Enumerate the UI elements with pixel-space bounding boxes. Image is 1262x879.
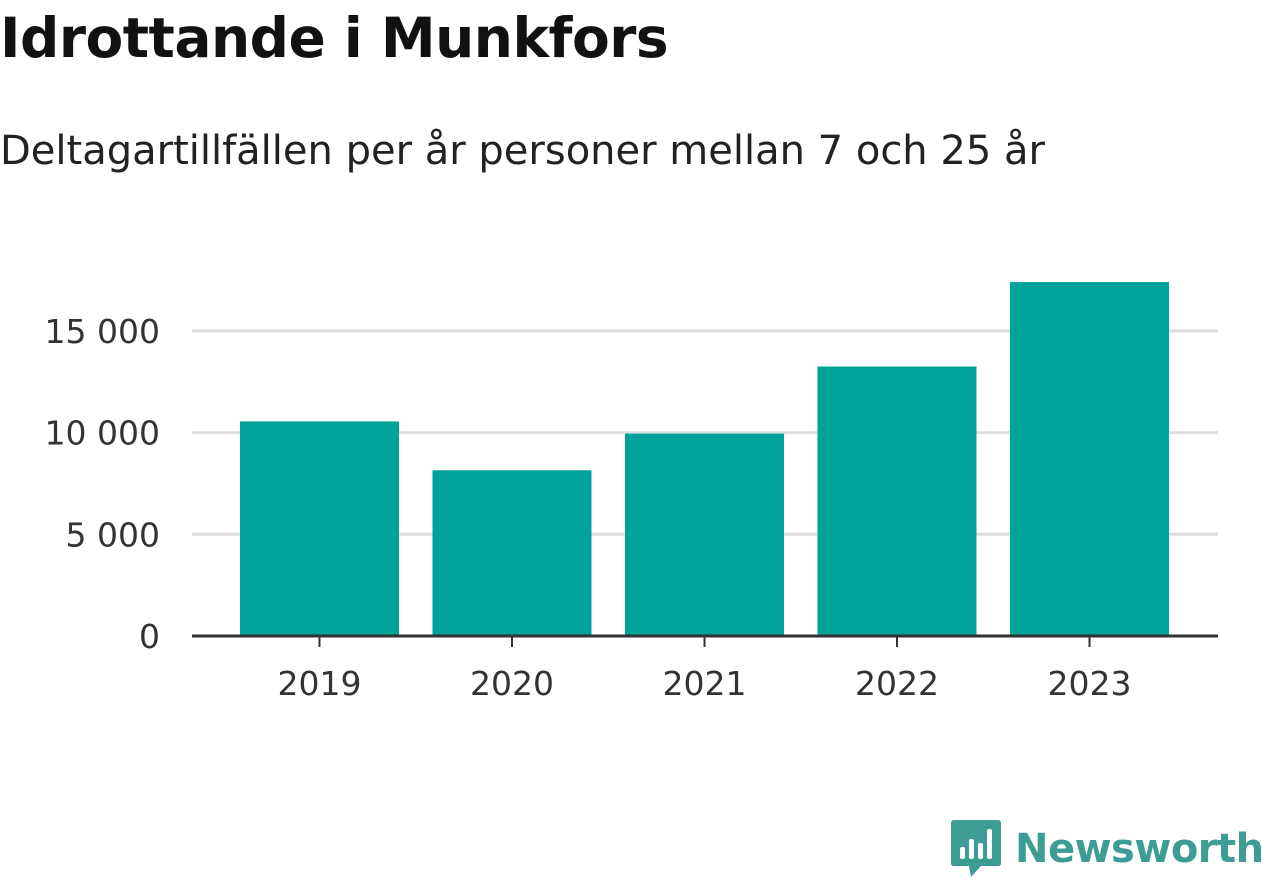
y-tick-label: 0 <box>139 617 160 656</box>
bar-2023 <box>1010 282 1169 636</box>
brand-logo: Newsworthy <box>951 820 1262 878</box>
y-tick-label: 5 000 <box>66 515 160 554</box>
x-tick-label: 2019 <box>278 664 362 703</box>
x-tick-label: 2021 <box>663 664 747 703</box>
x-axis-tick-labels: 2019 2020 2021 2022 2023 <box>278 664 1132 703</box>
x-axis <box>192 636 1218 647</box>
bar-2021 <box>625 434 784 636</box>
y-tick-label: 10 000 <box>45 414 160 453</box>
bar-chart: 0 5 000 10 000 15 000 2019 2020 2021 2022 2023 <box>0 0 1262 879</box>
x-tick-label: 2023 <box>1048 664 1132 703</box>
x-tick-label: 2022 <box>855 664 939 703</box>
y-tick-label: 15 000 <box>45 312 160 351</box>
x-tick-label: 2020 <box>470 664 554 703</box>
newsworthy-chart-logo-icon <box>951 820 1001 878</box>
y-axis-tick-labels: 0 5 000 10 000 15 000 <box>45 312 160 656</box>
bar-2019 <box>240 421 399 636</box>
bars <box>240 282 1169 636</box>
bar-2022 <box>818 366 977 636</box>
brand-name: Newsworthy <box>1015 826 1262 872</box>
bar-2020 <box>433 470 592 636</box>
